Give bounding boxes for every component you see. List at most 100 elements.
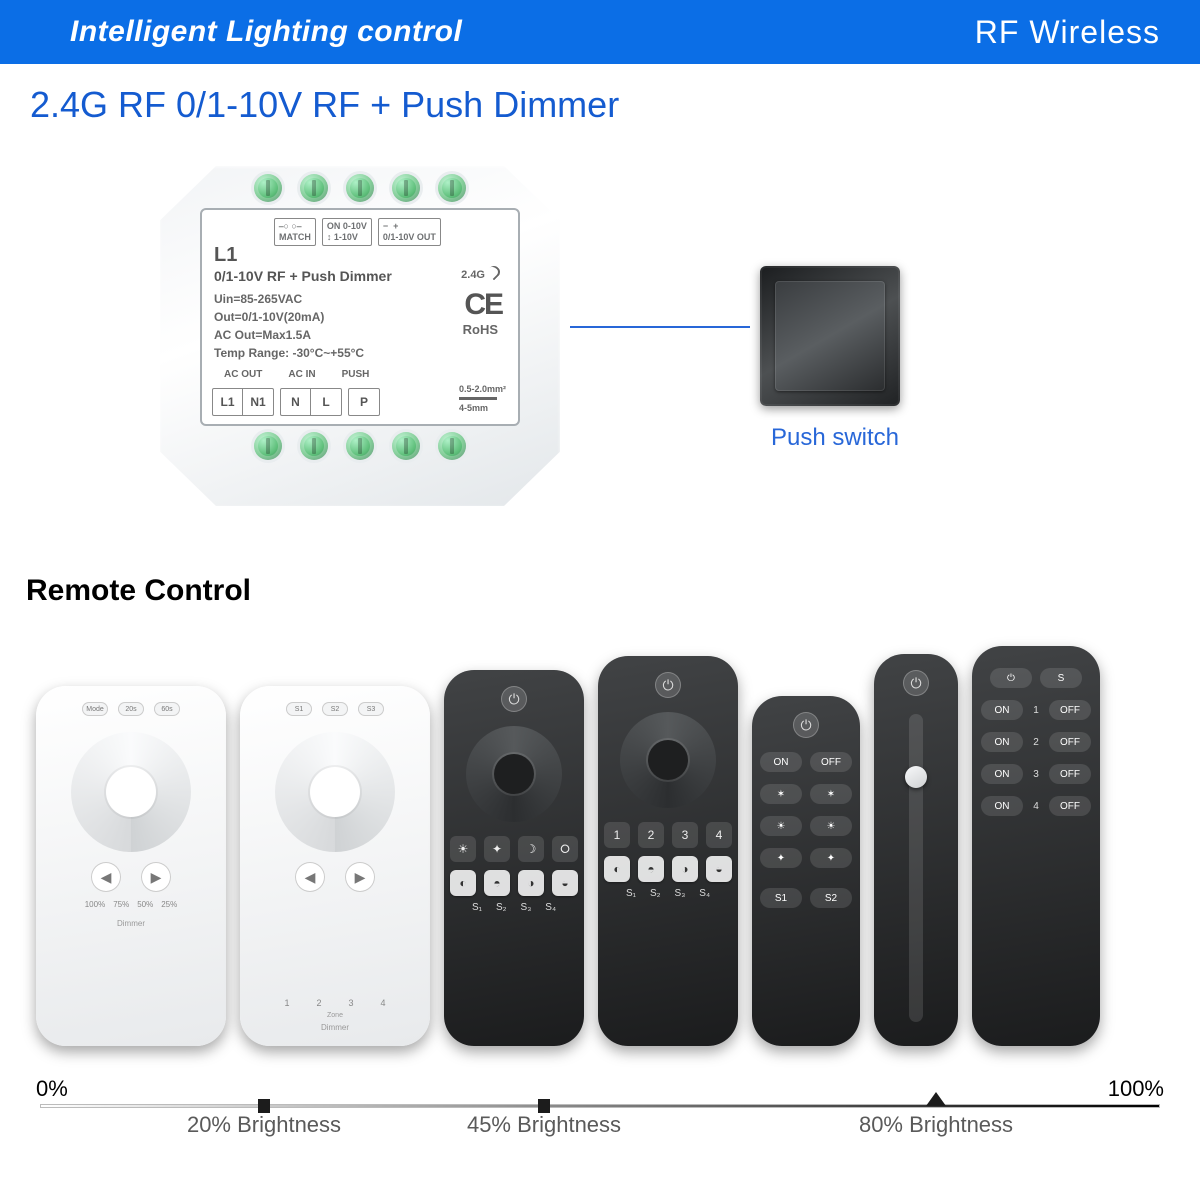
- off-button[interactable]: OFF: [1049, 732, 1091, 752]
- remote-section-title: Remote Control: [26, 574, 251, 608]
- preset-button[interactable]: ✦: [810, 848, 852, 868]
- on-button[interactable]: ON: [981, 700, 1023, 720]
- slider-knob-icon[interactable]: [905, 766, 927, 788]
- zone-button[interactable]: 1: [604, 822, 630, 848]
- spec-line: AC Out=Max1.5A: [214, 326, 364, 344]
- on-button[interactable]: ON: [981, 732, 1023, 752]
- zone-row: 1234: [275, 998, 395, 1008]
- zone-button[interactable]: 3: [672, 822, 698, 848]
- mode-button[interactable]: Mode: [82, 702, 108, 716]
- brightness-scale: 0% 100% 20% Brightness45% Brightness80% …: [40, 1086, 1160, 1166]
- module-spec-list: Uin=85-265VAC Out=0/1-10V(20mA) AC Out=M…: [214, 290, 364, 362]
- scene-button[interactable]: S1: [286, 702, 312, 716]
- scale-marker-label: 45% Brightness: [467, 1112, 621, 1138]
- scale-marker-icon: [538, 1099, 550, 1113]
- banner-title-right: RF Wireless: [975, 14, 1160, 51]
- preset-icon[interactable]: ◐: [450, 870, 476, 896]
- mode-icon[interactable]: ✦: [484, 836, 510, 862]
- mode-icon[interactable]: ☽: [518, 836, 544, 862]
- on-button[interactable]: ON: [981, 796, 1023, 816]
- off-button[interactable]: OFF: [1049, 764, 1091, 784]
- next-button[interactable]: ▶: [345, 862, 375, 892]
- prev-button[interactable]: ◀: [91, 862, 121, 892]
- product-row: ⎯○ ○⎯MATCH ON 0-10V↕ 1-10V − +0/1-10V OU…: [0, 126, 1200, 556]
- screw-icon: [392, 432, 420, 460]
- prev-button[interactable]: ◀: [295, 862, 325, 892]
- timer-button[interactable]: 60s: [154, 702, 180, 716]
- terminal-headers: AC OUT AC IN PUSH: [224, 369, 369, 380]
- remote-7: ⏻S ON1OFF ON2OFF ON3OFF ON4OFF: [972, 646, 1100, 1046]
- next-button[interactable]: ▶: [141, 862, 171, 892]
- power-button[interactable]: ⏻: [655, 672, 681, 698]
- mode-icon[interactable]: ⭘: [552, 836, 578, 862]
- screw-icon: [254, 174, 282, 202]
- scene-button[interactable]: S2: [810, 888, 852, 908]
- screw-icon: [300, 432, 328, 460]
- on-button[interactable]: ON: [760, 752, 802, 772]
- off-button[interactable]: OFF: [810, 752, 852, 772]
- preset-icon[interactable]: ◒: [706, 856, 732, 882]
- zone-button[interactable]: 2: [638, 822, 664, 848]
- scale-marker-icon: [258, 1099, 270, 1113]
- power-button[interactable]: ⏻: [501, 686, 527, 712]
- wire-spec: 0.5-2.0mm²4-5mm: [459, 383, 506, 414]
- preset-icon[interactable]: ◒: [552, 870, 578, 896]
- preset-button[interactable]: ✶: [810, 784, 852, 804]
- mode-icon[interactable]: ☀: [450, 836, 476, 862]
- timer-button[interactable]: 20s: [118, 702, 144, 716]
- module-label-plate: ⎯○ ○⎯MATCH ON 0-10V↕ 1-10V − +0/1-10V OU…: [200, 208, 520, 426]
- screw-icon: [254, 432, 282, 460]
- scene-row: S₁S₂S₃S₄: [472, 902, 556, 913]
- push-switch-label: Push switch: [760, 424, 910, 452]
- module-sub: 0/1-10V RF + Push Dimmer: [214, 268, 392, 284]
- bright-up-button[interactable]: ☀: [760, 816, 802, 836]
- off-button[interactable]: OFF: [1049, 796, 1091, 816]
- spec-line: Temp Range: -30°C~+55°C: [214, 344, 364, 362]
- scene-row: S₁S₂S₃S₄: [626, 888, 710, 899]
- dim-wheel[interactable]: [275, 732, 395, 852]
- push-switch-icon: [760, 266, 900, 406]
- bottom-screws: [254, 432, 466, 460]
- top-screws: [254, 174, 466, 202]
- dim-wheel[interactable]: [620, 712, 716, 808]
- power-button[interactable]: ⏻: [903, 670, 929, 696]
- scene-button[interactable]: S: [1040, 668, 1082, 688]
- dim-wheel[interactable]: [466, 726, 562, 822]
- scene-button[interactable]: S1: [760, 888, 802, 908]
- remote-footer: Dimmer: [321, 1023, 349, 1032]
- scale-marker-label: 80% Brightness: [859, 1112, 1013, 1138]
- freq-label: 2.4G: [461, 266, 500, 281]
- preset-icon[interactable]: ◑: [518, 870, 544, 896]
- scale-start-label: 0%: [36, 1076, 68, 1102]
- preset-icon[interactable]: ◑: [672, 856, 698, 882]
- preset-button[interactable]: ✶: [760, 784, 802, 804]
- bright-down-button[interactable]: ☀: [810, 816, 852, 836]
- preset-button[interactable]: ✦: [760, 848, 802, 868]
- remote-footer: Dimmer: [117, 919, 145, 928]
- gradient-bar: [40, 1104, 1160, 1108]
- zone-button[interactable]: 4: [706, 822, 732, 848]
- header-banner: Intelligent Lighting control RF Wireless: [0, 0, 1200, 64]
- remote-4: ⏻ 1 2 3 4 ◐ ◓ ◑ ◒ S₁S₂S₃S₄: [598, 656, 738, 1046]
- spec-line: Uin=85-265VAC: [214, 290, 364, 308]
- preset-icon[interactable]: ◐: [604, 856, 630, 882]
- terminal-row: L1N1 NL P: [212, 388, 380, 416]
- power-button[interactable]: ⏻: [793, 712, 819, 738]
- module-model: L1: [214, 244, 237, 267]
- scene-button[interactable]: S3: [358, 702, 384, 716]
- page-subtitle: 2.4G RF 0/1-10V RF + Push Dimmer: [0, 64, 1200, 126]
- remote-lineup: Mode 20s 60s ◀ ▶ 100%75%50%25% Dimmer S1…: [36, 626, 1164, 1046]
- scene-button[interactable]: S2: [322, 702, 348, 716]
- brightness-slider[interactable]: [909, 714, 923, 1022]
- preset-icon[interactable]: ◓: [638, 856, 664, 882]
- on-button[interactable]: ON: [981, 764, 1023, 784]
- preset-icon[interactable]: ◓: [484, 870, 510, 896]
- off-button[interactable]: OFF: [1049, 700, 1091, 720]
- out-box: − +0/1-10V OUT: [378, 218, 441, 246]
- remote-1: Mode 20s 60s ◀ ▶ 100%75%50%25% Dimmer: [36, 686, 226, 1046]
- screw-icon: [392, 174, 420, 202]
- zone-label: Zone: [327, 1012, 343, 1019]
- scale-marker-icon: [926, 1092, 946, 1106]
- dim-wheel[interactable]: [71, 732, 191, 852]
- power-button[interactable]: ⏻: [990, 668, 1032, 688]
